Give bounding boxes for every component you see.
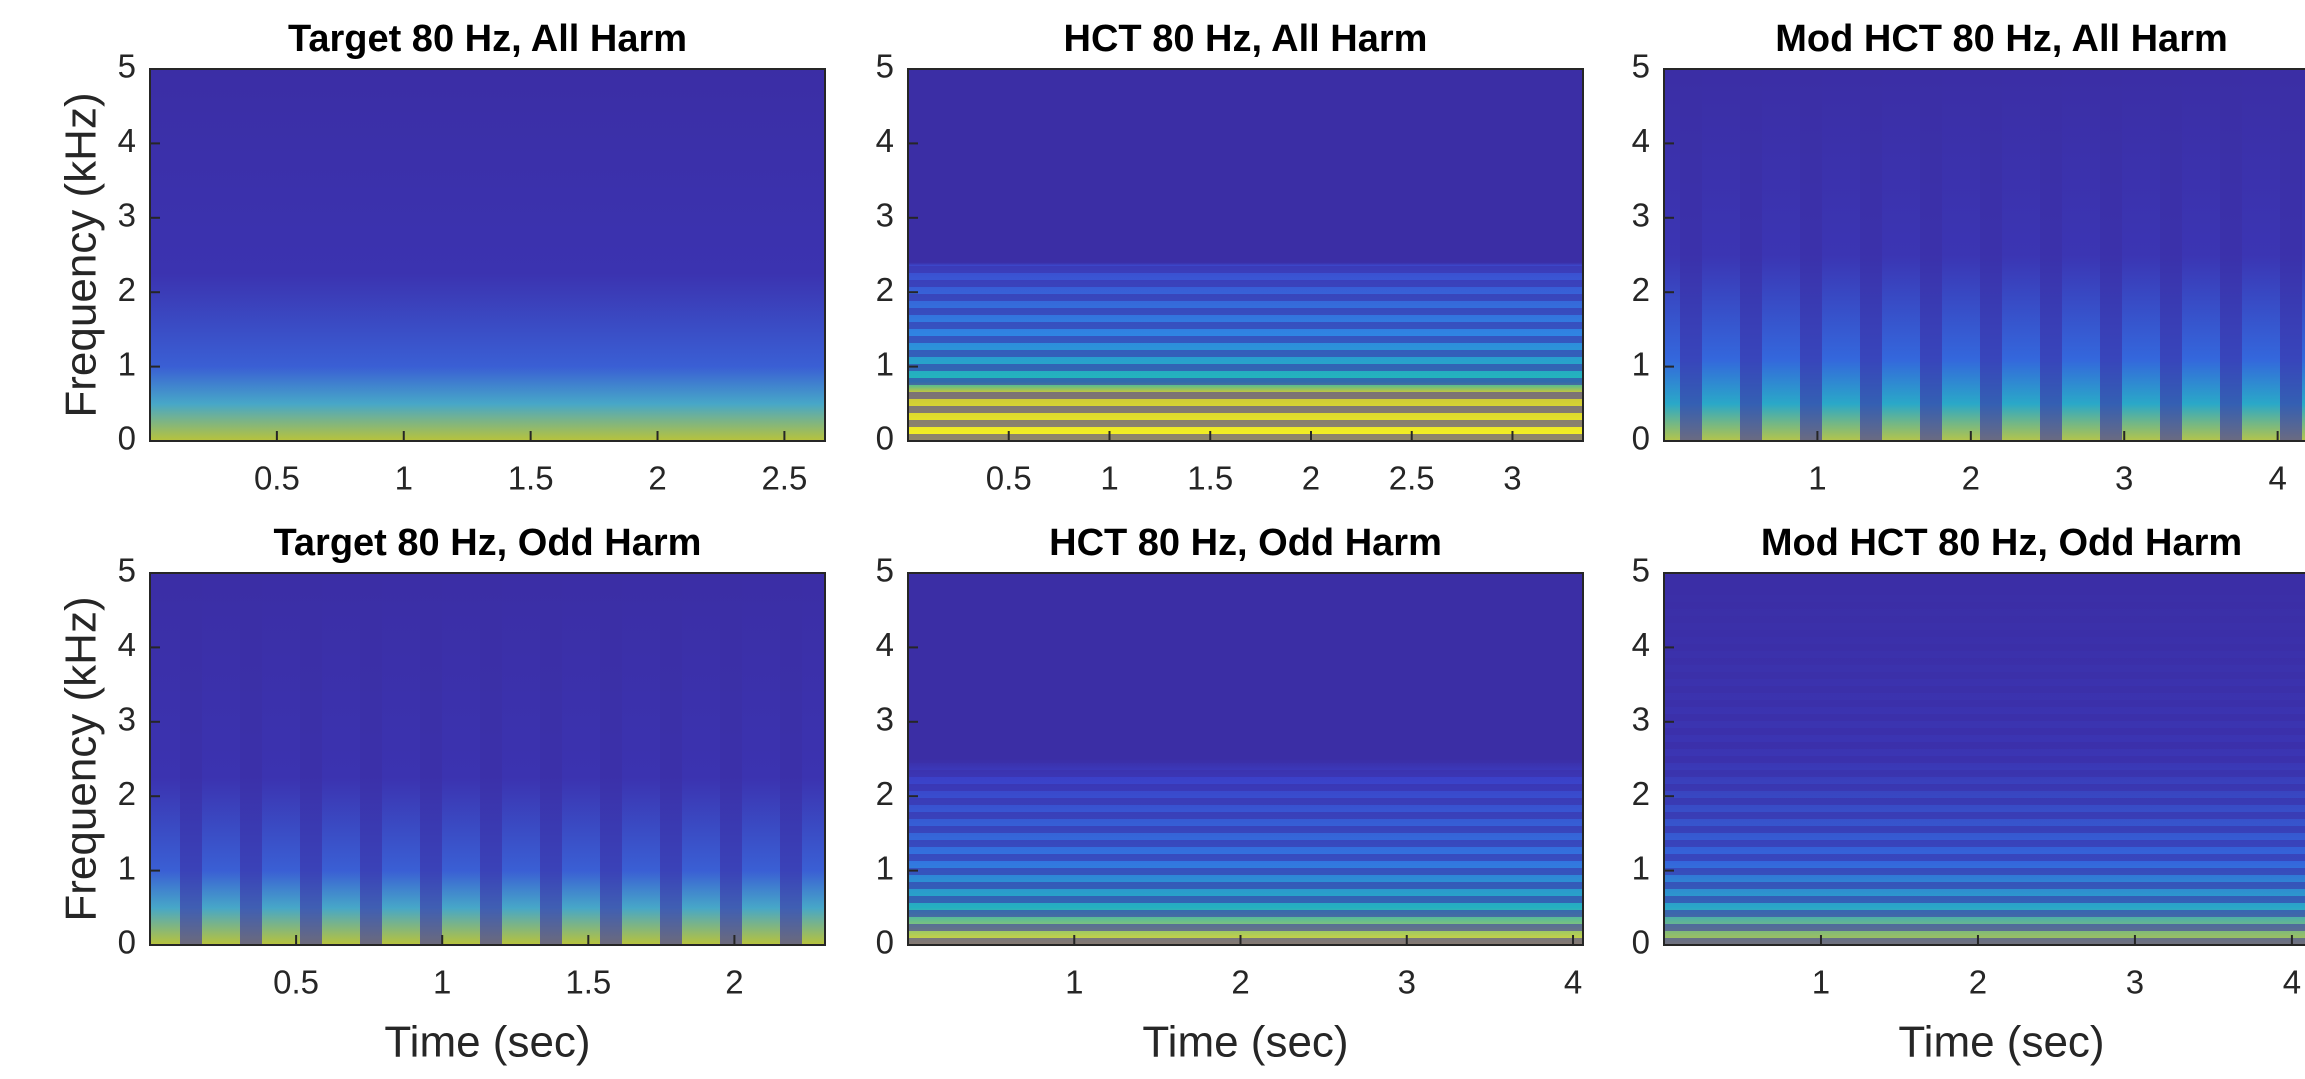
chart-title: Target 80 Hz, All Harm xyxy=(288,18,687,60)
spectrogram-texture xyxy=(150,573,825,945)
spectrogram-texture xyxy=(1664,69,2305,441)
chart-title: HCT 80 Hz, All Harm xyxy=(1064,18,1428,60)
chart-title: HCT 80 Hz, Odd Harm xyxy=(1049,522,1442,564)
x-axis-label: Time (sec) xyxy=(384,1018,590,1067)
axes-frame xyxy=(149,572,826,946)
y-tick-label: 3 xyxy=(118,701,136,738)
y-axis-label: Frequency (kHz) xyxy=(57,596,106,921)
x-tick-label: 1 xyxy=(1100,460,1118,497)
x-tick-label: 1 xyxy=(433,964,451,1001)
x-tick-label: 3 xyxy=(2115,460,2133,497)
x-axis-label: Time (sec) xyxy=(1142,1018,1348,1067)
y-tick-label: 2 xyxy=(876,775,894,812)
panel: 0 1 2 3 4 5 0.5 1 1.5 2 2.5 Target 80 Hz, All Harm F… xyxy=(57,18,826,497)
y-tick-label: 0 xyxy=(1632,420,1650,457)
y-tick-label: 3 xyxy=(1632,197,1650,234)
y-tick-label: 5 xyxy=(876,48,894,85)
x-tick-label: 4 xyxy=(2283,964,2301,1001)
panel: 0 1 2 3 4 5 1 2 3 4 HCT 80 Hz, Odd Harm Time (sec) xyxy=(876,522,1584,1067)
spectrogram-texture xyxy=(908,573,1583,945)
x-tick-label: 3 xyxy=(2126,964,2144,1001)
y-tick-label: 0 xyxy=(876,924,894,961)
x-tick-label: 2 xyxy=(1231,964,1249,1001)
x-tick-label: 2 xyxy=(1962,460,1980,497)
x-tick-label: 2 xyxy=(1302,460,1320,497)
axes-frame xyxy=(1663,572,2305,946)
y-tick-label: 1 xyxy=(1632,849,1650,886)
chart-title: Mod HCT 80 Hz, Odd Harm xyxy=(1761,522,2242,564)
y-tick-label: 2 xyxy=(118,775,136,812)
y-tick-label: 3 xyxy=(876,197,894,234)
x-tick-label: 0.5 xyxy=(254,460,300,497)
y-tick-label: 5 xyxy=(1632,552,1650,589)
y-axis-label: Frequency (kHz) xyxy=(57,92,106,417)
y-tick-label: 5 xyxy=(118,552,136,589)
x-tick-label: 1.5 xyxy=(1187,460,1233,497)
y-tick-label: 0 xyxy=(876,420,894,457)
x-tick-label: 1 xyxy=(1065,964,1083,1001)
y-tick-label: 3 xyxy=(876,701,894,738)
y-tick-label: 1 xyxy=(118,849,136,886)
axes-frame xyxy=(149,68,826,442)
x-tick-label: 2 xyxy=(725,964,743,1001)
x-tick-label: 1.5 xyxy=(565,964,611,1001)
y-tick-label: 5 xyxy=(118,48,136,85)
axes-frame xyxy=(907,68,1584,442)
y-tick-label: 4 xyxy=(1632,122,1650,159)
axes-frame xyxy=(907,572,1584,946)
x-tick-label: 0.5 xyxy=(986,460,1032,497)
y-tick-label: 4 xyxy=(876,626,894,663)
y-tick-label: 5 xyxy=(1632,48,1650,85)
x-tick-label: 1 xyxy=(1808,460,1826,497)
chart-title: Mod HCT 80 Hz, All Harm xyxy=(1775,18,2228,60)
y-tick-label: 4 xyxy=(876,122,894,159)
y-tick-label: 1 xyxy=(876,849,894,886)
y-tick-label: 1 xyxy=(118,345,136,382)
x-tick-label: 2 xyxy=(648,460,666,497)
x-tick-label: 1 xyxy=(395,460,413,497)
panel: 0 1 2 3 4 5 0.5 1 1.5 2 2.5 3 HCT 80 Hz, All Harm xyxy=(876,18,1584,497)
y-tick-label: 3 xyxy=(118,197,136,234)
x-tick-label: 1.5 xyxy=(508,460,554,497)
panel: 0 1 2 3 4 5 1 2 3 4 Mod HCT 80 Hz, All Harm xyxy=(1632,18,2305,497)
axes-frame xyxy=(1663,68,2305,442)
y-tick-label: 0 xyxy=(1632,924,1650,961)
y-tick-label: 4 xyxy=(118,626,136,663)
x-axis-label: Time (sec) xyxy=(1898,1018,2104,1067)
y-tick-label: 1 xyxy=(1632,345,1650,382)
y-tick-label: 2 xyxy=(1632,775,1650,812)
panel: 0 1 2 3 4 5 0.5 1 1.5 2 Target 80 Hz, Odd Harm Time… xyxy=(57,522,826,1067)
x-tick-label: 0.5 xyxy=(273,964,319,1001)
y-tick-label: 4 xyxy=(1632,626,1650,663)
y-tick-label: 1 xyxy=(876,345,894,382)
x-tick-label: 3 xyxy=(1503,460,1521,497)
y-tick-label: 0 xyxy=(118,420,136,457)
spectrogram-texture xyxy=(1664,573,2305,945)
y-tick-label: 2 xyxy=(1632,271,1650,308)
x-tick-label: 3 xyxy=(1398,964,1416,1001)
x-tick-label: 4 xyxy=(2268,460,2286,497)
chart-title: Target 80 Hz, Odd Harm xyxy=(274,522,702,564)
x-tick-label: 2.5 xyxy=(1389,460,1435,497)
x-tick-label: 1 xyxy=(1812,964,1830,1001)
spectrogram-image xyxy=(150,69,825,441)
spectrogram-texture xyxy=(908,69,1583,441)
x-tick-label: 2.5 xyxy=(761,460,807,497)
panel: 0 1 2 3 4 5 1 2 3 4 Mod HCT 80 Hz, Odd Harm Time (s… xyxy=(1632,522,2305,1067)
y-tick-label: 4 xyxy=(118,122,136,159)
y-tick-label: 5 xyxy=(876,552,894,589)
x-tick-label: 4 xyxy=(1564,964,1582,1001)
y-tick-label: 2 xyxy=(118,271,136,308)
y-tick-label: 3 xyxy=(1632,701,1650,738)
y-tick-label: 0 xyxy=(118,924,136,961)
x-tick-label: 2 xyxy=(1969,964,1987,1001)
y-tick-label: 2 xyxy=(876,271,894,308)
